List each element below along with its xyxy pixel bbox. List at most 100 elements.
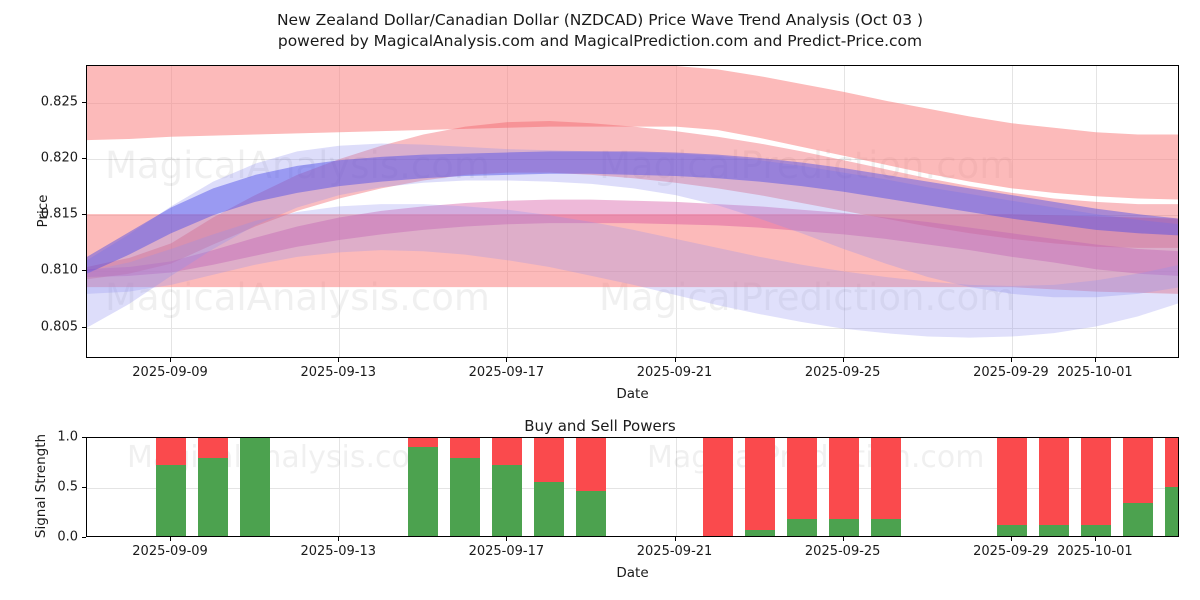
buy-power-segment [576,491,607,536]
power-bar [156,438,187,536]
power-x-tick-mark [1010,537,1012,541]
buy-power-segment [1038,525,1069,536]
sell-power-segment [534,438,565,482]
sell-power-segment [1165,438,1178,487]
price-y-axis-label: Price [35,194,51,227]
power-gridline-v [675,438,677,536]
buy-power-segment [492,465,523,536]
price-x-tick-mark [1010,358,1012,362]
power-y-tick-mark [82,537,86,538]
power-bar [1122,438,1153,536]
power-x-tick-mark [1094,537,1096,541]
price-gridline-v [1011,66,1013,357]
power-gridline-v [339,438,341,536]
buy-power-segment [828,519,859,536]
buy-power-segment [240,438,271,536]
price-gridline-v [843,66,845,357]
wave-band-blue-wave-core [87,151,1178,274]
price-x-tick-mark [170,358,172,362]
sell-power-segment [156,438,187,465]
price-y-tick-label: 0.825 [40,94,78,110]
power-bar [1038,438,1069,536]
price-y-tick-mark [82,214,86,216]
power-bar [702,438,733,536]
price-gridline-v [675,66,677,357]
sell-power-segment [744,438,775,530]
price-x-tick-label: 2025-09-21 [636,365,713,380]
sell-power-segment [576,438,607,491]
power-bar [996,438,1027,536]
power-x-tick-label: 2025-10-01 [1057,544,1133,559]
buy-power-segment [996,525,1027,536]
price-y-tick-mark [82,270,86,272]
buy-power-segment [870,519,901,536]
price-x-tick-label: 2025-10-01 [1057,365,1133,380]
power-gridline-h [87,488,1178,489]
power-x-tick-mark [338,537,340,541]
sell-power-segment [1080,438,1111,525]
buy-power-segment [156,465,187,536]
power-x-tick-label: 2025-09-25 [804,544,881,559]
price-y-tick-mark [82,158,86,160]
figure-title-line1: New Zealand Dollar/Canadian Dollar (NZDC… [276,11,924,29]
price-x-tick-label: 2025-09-25 [804,365,881,380]
power-x-tick-mark [506,537,508,541]
buy-power-segment [1165,487,1178,536]
power-bar [408,438,439,536]
figure-title-line2: powered by MagicalAnalysis.com and Magic… [277,32,923,50]
price-gridline-h [87,159,1178,161]
sell-power-segment [702,438,733,536]
power-bar [786,438,817,536]
power-x-tick-mark [674,537,676,541]
figure-title: New Zealand Dollar/Canadian Dollar (NZDC… [0,10,1200,52]
power-y-axis-label: Signal Strength [33,433,49,539]
power-chart-title: Buy and Sell Powers [524,417,676,435]
power-bar [744,438,775,536]
buy-power-segment [534,482,565,536]
power-bar [828,438,859,536]
buy-power-segment [744,530,775,536]
price-x-tick-mark [674,358,676,362]
power-bar [450,438,481,536]
price-y-tick-mark [82,326,86,328]
power-bar [1080,438,1111,536]
wave-band-blue-wave-outer [87,143,1178,328]
power-y-tick-label: 0.5 [57,479,78,495]
price-x-tick-label: 2025-09-17 [468,365,545,380]
buy-power-segment [786,519,817,536]
sell-power-segment [492,438,523,465]
price-x-tick-mark [338,358,340,362]
power-bar [240,438,271,536]
power-x-tick-label: 2025-09-29 [973,544,1049,559]
power-x-tick-mark [170,537,172,541]
price-gridline-v [507,66,509,357]
buy-power-segment [408,447,439,536]
price-y-tick-label: 0.805 [40,319,78,335]
price-wave-bands [87,66,1178,338]
power-bar [534,438,565,536]
price-gridline-h [87,327,1178,329]
power-y-tick-mark [82,437,86,438]
power-bar [492,438,523,536]
power-y-tick-mark [82,487,86,488]
buy-power-segment [1080,525,1111,536]
power-y-tick-label: 1.0 [57,429,78,445]
price-x-tick-mark [842,358,844,362]
sell-power-segment [408,438,439,447]
price-gridline-v [1095,66,1097,357]
power-x-tick-mark [842,537,844,541]
wave-band-lower-red-band [87,214,1178,294]
price-y-tick-label: 0.810 [40,262,78,278]
price-gridline-v [339,66,341,357]
power-y-tick-label: 0.0 [57,529,78,545]
wave-band-blue-wave-lower [87,204,1178,338]
wave-band-red-wave-2 [87,199,1178,278]
sell-power-segment [786,438,817,519]
power-x-axis-label: Date [616,565,649,581]
sell-power-segment [198,438,229,458]
buy-power-segment [1122,503,1153,536]
power-bar [1165,438,1178,536]
wave-band-upper-red-band [87,66,1178,200]
